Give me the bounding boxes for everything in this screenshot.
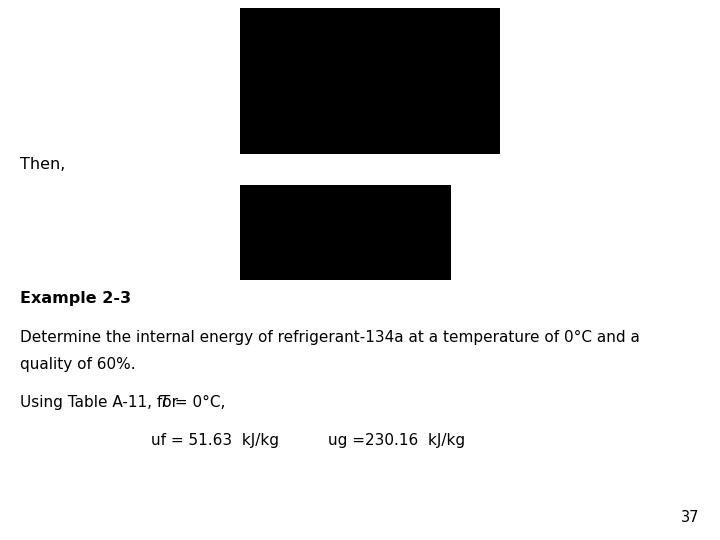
Text: ug =230.16  kJ/kg: ug =230.16 kJ/kg <box>328 433 464 448</box>
Text: quality of 60%.: quality of 60%. <box>20 357 136 372</box>
Bar <box>240 185 451 280</box>
Text: Determine the internal energy of refrigerant-134a at a temperature of 0°C and a: Determine the internal energy of refrige… <box>20 330 640 345</box>
Text: 37: 37 <box>681 510 700 525</box>
Bar <box>240 8 500 154</box>
Text: Example 2-3: Example 2-3 <box>20 291 131 306</box>
Text: uf = 51.63  kJ/kg: uf = 51.63 kJ/kg <box>151 433 279 448</box>
Text: T: T <box>160 395 169 410</box>
Text: Then,: Then, <box>20 157 66 172</box>
Text: = 0°C,: = 0°C, <box>170 395 225 410</box>
Text: Using Table A-11, for: Using Table A-11, for <box>20 395 183 410</box>
